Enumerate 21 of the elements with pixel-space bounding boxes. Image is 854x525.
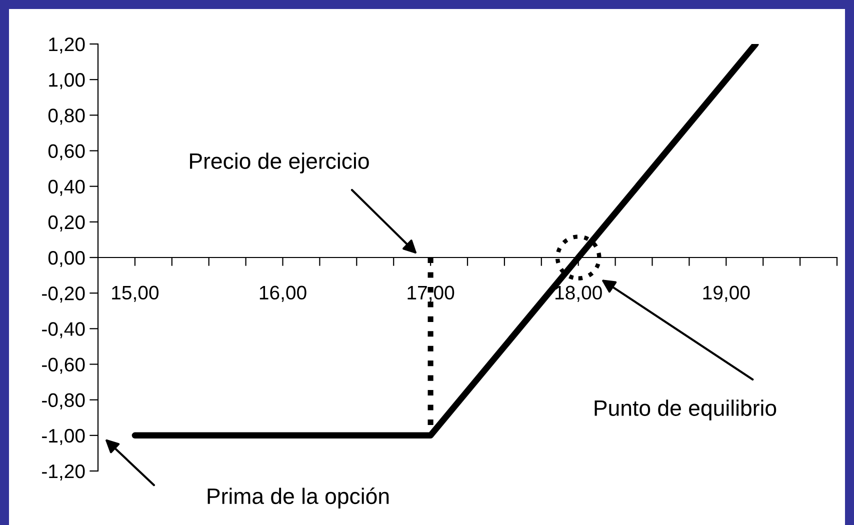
y-tick-label: -1,00 bbox=[42, 428, 85, 445]
x-tick-label: 19,00 bbox=[703, 286, 750, 302]
y-tick-label: -0,80 bbox=[42, 393, 85, 410]
y-tick-label: -0,40 bbox=[42, 322, 85, 338]
y-tick-label: -0,20 bbox=[42, 286, 85, 303]
x-tick-label: 17,00 bbox=[408, 286, 454, 302]
y-tick-label: 1,00 bbox=[49, 73, 85, 90]
y-tick-label: 0,40 bbox=[48, 180, 85, 196]
y-tick-label: -0,60 bbox=[42, 358, 85, 374]
y-tick-label: -1,20 bbox=[42, 464, 85, 481]
text: Prima de la opción bbox=[208, 488, 389, 508]
annotation: Punto de equilibrio bbox=[594, 400, 776, 420]
y-tick-label: 0,60 bbox=[48, 144, 85, 160]
x-tick-label: 15,00 bbox=[112, 286, 159, 302]
y-tick-label: 1,20 bbox=[49, 37, 85, 54]
x-tick-label: 16,00 bbox=[260, 286, 306, 302]
y-tick-label: 0,80 bbox=[48, 108, 85, 125]
y-tick-label: 0,00 bbox=[48, 250, 85, 268]
annotation: Precio de ejercicio bbox=[190, 152, 369, 174]
x-tick-label: 18,00 bbox=[556, 286, 602, 302]
y-tick-label: 0,20 bbox=[48, 215, 85, 232]
